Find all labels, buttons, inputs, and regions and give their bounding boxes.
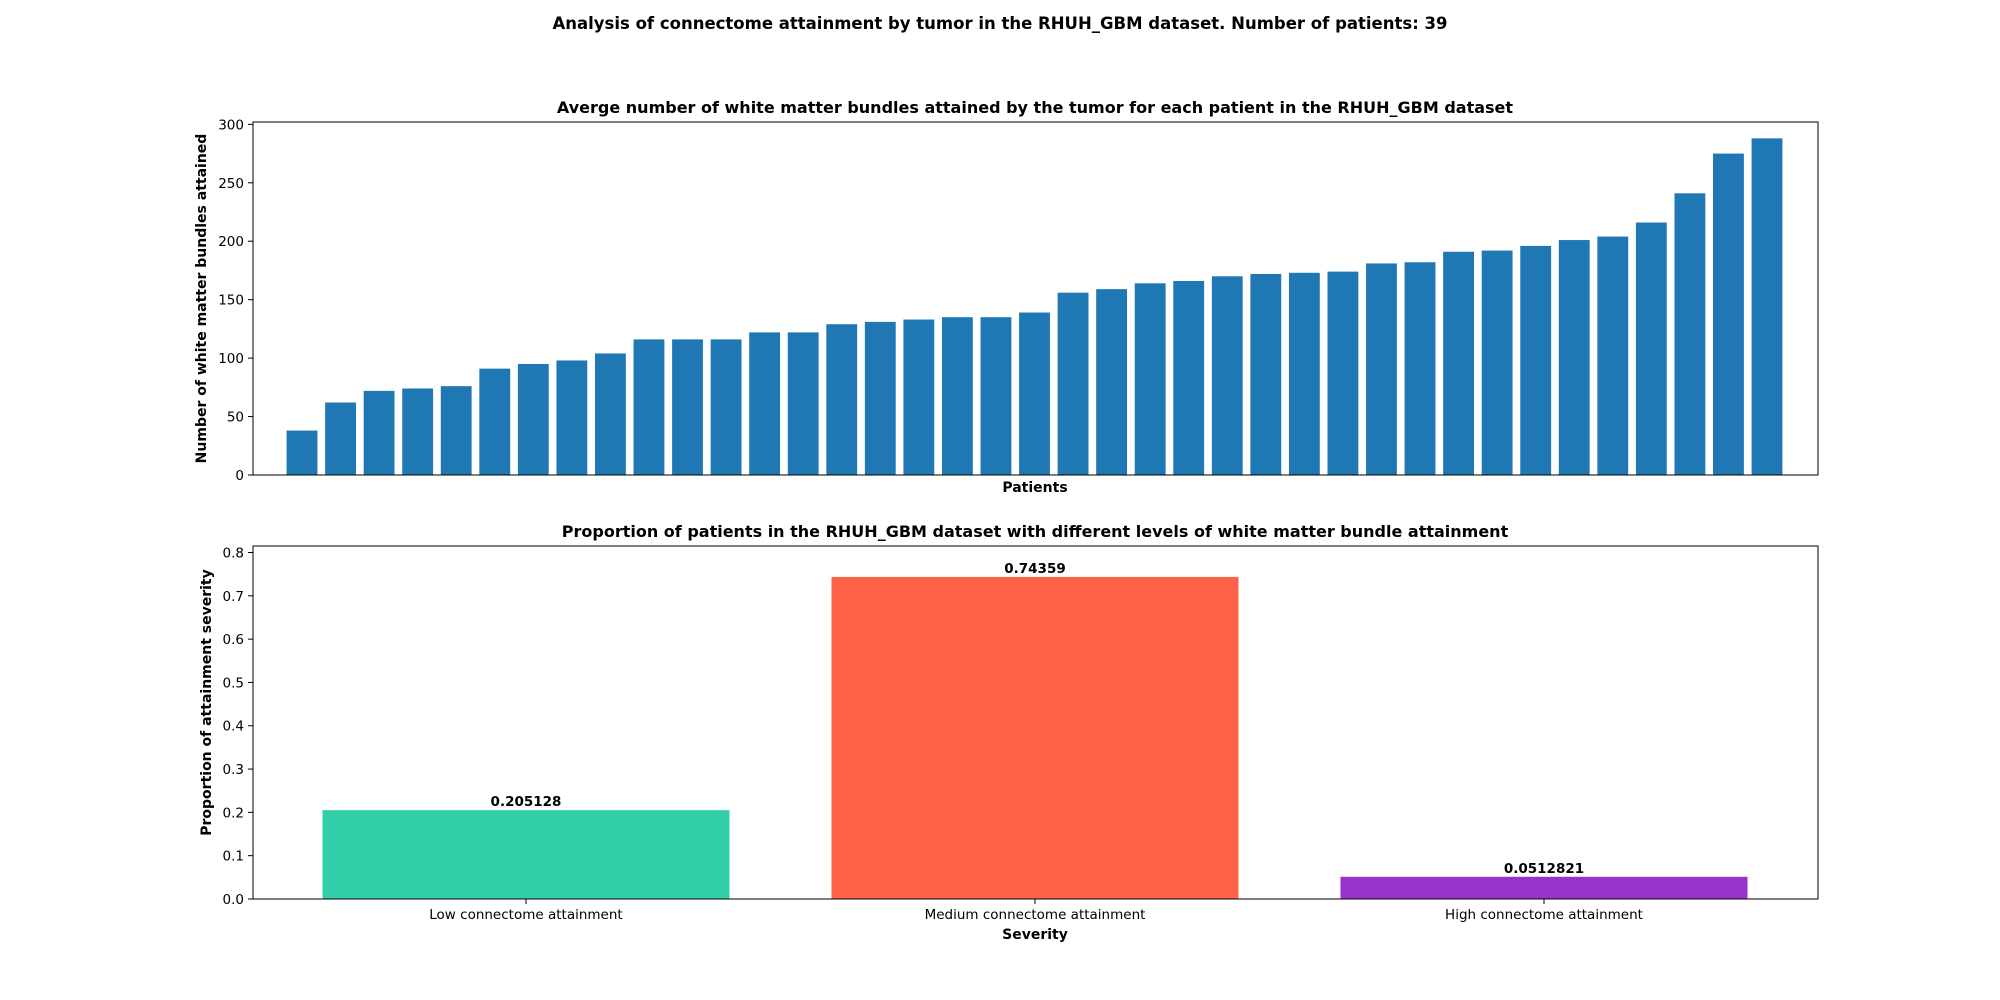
y-tick-label: 0.8 bbox=[223, 545, 244, 561]
patient-bar bbox=[672, 339, 703, 475]
panel2-ylabel: Proportion of attainment severity bbox=[199, 569, 215, 836]
y-tick-label: 0.0 bbox=[223, 892, 244, 908]
patient-bar bbox=[1713, 153, 1744, 475]
patient-bar bbox=[1751, 138, 1783, 475]
severity-bar bbox=[322, 810, 730, 899]
patient-bar bbox=[479, 368, 511, 475]
patient-bar bbox=[1134, 283, 1166, 475]
y-tick-label: 0 bbox=[235, 468, 244, 484]
patient-bar bbox=[1674, 193, 1706, 475]
y-tick-label: 100 bbox=[218, 351, 244, 367]
y-tick-label: 0.5 bbox=[223, 675, 244, 691]
panel1-title: Averge number of white matter bundles at… bbox=[557, 98, 1513, 117]
patient-bar bbox=[864, 321, 896, 475]
patient-bar bbox=[1327, 271, 1359, 475]
panel2-y-axis: 0.0 0.1 0.2 0.3 0.4 0.5 0.6 0.7 0.8 bbox=[223, 545, 253, 908]
bar-value-label: 0.205128 bbox=[491, 794, 562, 810]
patient-bar bbox=[556, 360, 588, 475]
y-tick-label: 0.2 bbox=[223, 805, 244, 821]
y-tick-label: 150 bbox=[218, 293, 244, 309]
patient-bar bbox=[980, 317, 1012, 475]
severity-bar bbox=[831, 576, 1239, 899]
x-tick-label: Medium connectome attainment bbox=[925, 907, 1146, 923]
patient-bar bbox=[1057, 292, 1089, 475]
panel2-bars: 0.205128 0.74359 0.0512821 bbox=[322, 561, 1748, 899]
y-tick-label: 300 bbox=[218, 117, 244, 133]
patient-bar bbox=[1558, 240, 1590, 475]
y-tick-label: 0.4 bbox=[223, 719, 244, 735]
patient-bar bbox=[1288, 272, 1320, 475]
patient-bar bbox=[1443, 251, 1474, 475]
patient-bar bbox=[941, 317, 973, 475]
bar-value-label: 0.0512821 bbox=[1504, 861, 1584, 877]
patient-bar bbox=[1173, 280, 1205, 475]
y-tick-label: 50 bbox=[227, 410, 244, 426]
patients-bar-chart: Averge number of white matter bundles at… bbox=[194, 98, 1819, 496]
patient-bar bbox=[1019, 312, 1050, 475]
bar-value-label: 0.74359 bbox=[1004, 561, 1066, 577]
patient-bar bbox=[1597, 236, 1629, 475]
y-tick-label: 0.1 bbox=[223, 849, 244, 865]
patient-bar bbox=[710, 339, 742, 475]
y-tick-label: 0.6 bbox=[223, 632, 244, 648]
patient-bar bbox=[286, 430, 318, 475]
panel2-x-axis: Low connectome attainment Medium connecto… bbox=[429, 899, 1643, 923]
patient-bar bbox=[440, 386, 472, 475]
x-tick-label: High connectome attainment bbox=[1445, 907, 1643, 923]
patient-bar bbox=[1481, 250, 1513, 475]
patient-bar bbox=[1404, 262, 1436, 475]
y-tick-label: 0.7 bbox=[223, 589, 244, 605]
panel1-ylabel: Number of white matter bundles attained bbox=[194, 134, 210, 464]
panel1-xlabel: Patients bbox=[1002, 480, 1067, 496]
severity-bar bbox=[1340, 876, 1748, 899]
patient-bar bbox=[787, 332, 819, 475]
patient-bar bbox=[749, 332, 781, 475]
patient-bar bbox=[1096, 289, 1128, 475]
patient-bar bbox=[595, 353, 626, 475]
patient-bar bbox=[517, 363, 549, 475]
severity-bar-chart: Proportion of patients in the RHUH_GBM d… bbox=[199, 522, 1819, 943]
panel1-bars bbox=[286, 138, 1783, 475]
patient-bar bbox=[903, 319, 935, 475]
patient-bar bbox=[325, 402, 356, 475]
patient-bar bbox=[1635, 222, 1667, 475]
panel2-title: Proportion of patients in the RHUH_GBM d… bbox=[562, 522, 1509, 541]
x-tick-label: Low connectome attainment bbox=[429, 907, 622, 923]
patient-bar bbox=[402, 388, 434, 475]
panel1-y-axis: 0 50 100 150 200 250 300 bbox=[218, 117, 253, 484]
patient-bar bbox=[826, 324, 858, 475]
patient-bar bbox=[1250, 273, 1282, 475]
patient-bar bbox=[1211, 276, 1243, 475]
figure-title: Analysis of connectome attainment by tum… bbox=[552, 14, 1448, 33]
y-tick-label: 0.3 bbox=[223, 762, 244, 778]
patient-bar bbox=[1520, 245, 1552, 475]
y-tick-label: 200 bbox=[218, 234, 244, 250]
panel1-frame bbox=[252, 121, 1819, 476]
panel2-xlabel: Severity bbox=[1002, 927, 1068, 943]
patient-bar bbox=[1366, 263, 1397, 475]
patient-bar bbox=[633, 339, 665, 475]
y-tick-label: 250 bbox=[218, 176, 244, 192]
patient-bar bbox=[363, 390, 395, 475]
panel2-frame bbox=[252, 545, 1819, 900]
